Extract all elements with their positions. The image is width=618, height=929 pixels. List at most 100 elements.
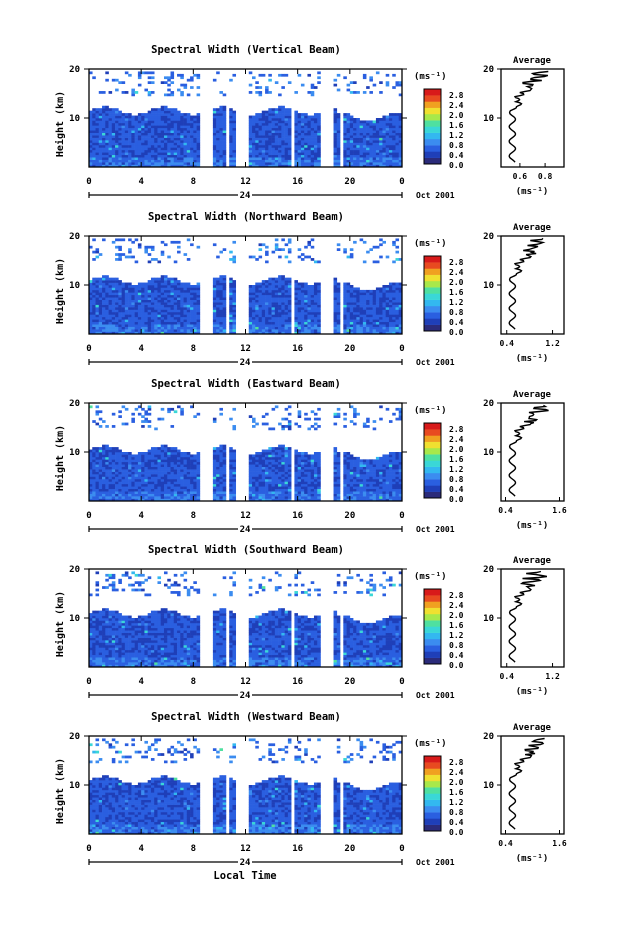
heatmap-cell xyxy=(261,149,266,153)
heatmap-cell xyxy=(395,152,400,156)
heatmap-cell xyxy=(128,159,132,163)
heatmap-cell xyxy=(356,302,360,305)
heatmap-cell xyxy=(317,159,321,163)
heatmap-cell xyxy=(147,314,152,318)
heatmap-cell xyxy=(134,127,139,131)
heatmap-cell xyxy=(362,316,367,320)
heatmap-cell xyxy=(278,299,282,303)
colorbar-swatch xyxy=(424,157,441,165)
heatmap-cell xyxy=(359,125,364,129)
heatmap-cell xyxy=(134,142,139,146)
heatmap-cell xyxy=(177,309,181,313)
heatmap-cell xyxy=(102,297,106,300)
heatmap-cell xyxy=(111,297,116,300)
heatmap-cell xyxy=(278,157,282,160)
heatmap-cell xyxy=(177,118,181,121)
heatmap-cell xyxy=(141,157,145,160)
heatmap-cell xyxy=(232,425,237,428)
heatmap-cell xyxy=(274,326,279,330)
heatmap-cell xyxy=(349,292,354,296)
heatmap-cell xyxy=(255,331,259,335)
heatmap-cell xyxy=(278,127,282,131)
heatmap-cell xyxy=(190,405,194,409)
heatmap-cell xyxy=(193,481,197,485)
heatmap-cell xyxy=(186,459,191,463)
heatmap-cell xyxy=(212,417,217,421)
heatmap-cell xyxy=(219,471,223,475)
heatmap-cell xyxy=(144,464,148,467)
heatmap-cell xyxy=(359,307,364,310)
heatmap-cell xyxy=(258,324,263,327)
heatmap-cell xyxy=(170,314,175,318)
heatmap-cell xyxy=(173,478,178,482)
heatmap-cell xyxy=(252,486,256,490)
heatmap-cell xyxy=(105,444,109,448)
heatmap-cell xyxy=(343,122,347,126)
heatmap-cell xyxy=(154,456,158,460)
heatmap-cell xyxy=(229,488,233,492)
heatmap-cell xyxy=(173,127,178,131)
heatmap-cell xyxy=(157,491,162,494)
heatmap-cell xyxy=(157,164,162,168)
heatmap-cell xyxy=(108,464,113,467)
x-tick-label: 0 xyxy=(399,177,404,187)
heatmap-cell xyxy=(336,157,341,160)
heatmap-cell xyxy=(261,127,266,131)
heatmap-cell xyxy=(252,285,256,288)
heatmap-cell xyxy=(163,142,168,146)
heatmap-cell xyxy=(274,142,279,146)
heatmap-cell xyxy=(150,76,155,80)
heatmap-cell xyxy=(121,115,126,119)
heatmap-cell xyxy=(229,78,233,82)
heatmap-cell xyxy=(216,329,220,332)
average-y-tick-label: 20 xyxy=(483,232,494,242)
heatmap-cell xyxy=(294,91,298,94)
heatmap-cell xyxy=(111,309,116,313)
heatmap-cell xyxy=(89,493,93,497)
heatmap-cell xyxy=(216,297,220,300)
heatmap-cell xyxy=(163,135,168,138)
heatmap-cell xyxy=(222,275,227,278)
heatmap-cell xyxy=(160,282,165,286)
heatmap-cell xyxy=(128,464,132,467)
heatmap-cell xyxy=(392,144,396,148)
heatmap-cell xyxy=(385,132,390,136)
heatmap-cell xyxy=(141,164,145,168)
heatmap-cell xyxy=(336,137,341,141)
x-tick-label: 12 xyxy=(240,344,251,354)
heatmap-cell xyxy=(216,108,220,111)
heatmap-cell xyxy=(294,144,298,148)
heatmap-cell xyxy=(134,260,139,264)
heatmap-cell xyxy=(193,122,197,126)
heatmap-cell xyxy=(372,314,377,318)
heatmap-cell xyxy=(147,253,152,256)
heatmap-cell xyxy=(173,331,178,335)
heatmap-cell xyxy=(284,122,289,126)
heatmap-cell xyxy=(98,447,103,450)
heatmap-cell xyxy=(258,125,263,129)
colorbar-tick-label: 2.0 xyxy=(449,278,464,287)
heatmap-cell xyxy=(294,113,298,116)
heatmap-cell xyxy=(157,285,162,288)
heatmap-cell xyxy=(388,130,393,133)
heatmap-cell xyxy=(102,307,106,310)
heatmap-cell xyxy=(382,314,386,318)
heatmap-cell xyxy=(137,474,142,477)
heatmap-cell xyxy=(196,493,201,497)
heatmap-cell xyxy=(118,287,122,291)
heatmap-cell xyxy=(287,115,292,119)
heatmap-cell xyxy=(307,297,312,300)
heatmap-cell xyxy=(255,152,259,156)
heatmap-cell xyxy=(160,314,165,318)
heatmap-cell xyxy=(392,115,396,119)
heatmap-cell xyxy=(229,466,233,470)
heatmap-cell xyxy=(392,125,396,129)
heatmap-cell xyxy=(366,294,370,298)
heatmap-cell xyxy=(141,326,145,330)
heatmap-cell xyxy=(248,149,253,153)
heatmap-cell xyxy=(183,135,188,138)
heatmap-cell xyxy=(180,120,184,124)
heatmap-cell xyxy=(388,149,393,153)
heatmap-cell xyxy=(193,118,197,121)
heatmap-cell xyxy=(232,140,237,143)
